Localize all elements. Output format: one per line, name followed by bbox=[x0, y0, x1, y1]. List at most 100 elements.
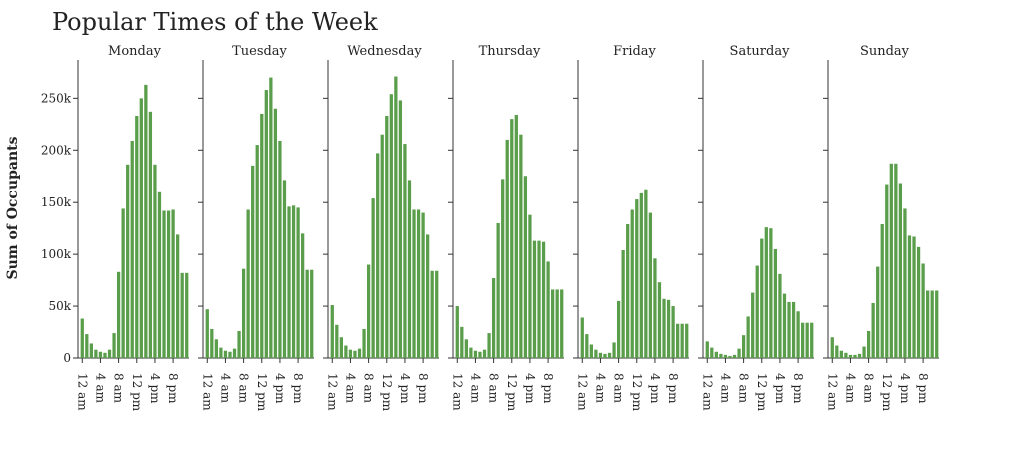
bar-saturday-h5 bbox=[728, 355, 732, 358]
bar-wednesday-h22 bbox=[430, 270, 434, 358]
bar-saturday-h13 bbox=[764, 227, 768, 358]
bar-sunday-h7 bbox=[862, 346, 866, 358]
bar-wednesday-h17 bbox=[407, 180, 412, 358]
panel-title-thursday: Thursday bbox=[479, 44, 541, 59]
bar-wednesday-h0 bbox=[330, 305, 334, 358]
x-tick-label: 12 am bbox=[825, 373, 839, 411]
bar-sunday-h19 bbox=[916, 246, 921, 358]
bar-friday-h6 bbox=[607, 352, 612, 358]
bar-thursday-h2 bbox=[464, 339, 468, 358]
bar-thursday-h8 bbox=[491, 278, 496, 358]
bar-saturday-h1 bbox=[710, 347, 714, 358]
bar-monday-h4 bbox=[98, 351, 103, 358]
x-tick-label: 8 am bbox=[612, 373, 626, 404]
bar-thursday-h19 bbox=[541, 241, 546, 358]
bar-saturday-h21 bbox=[801, 322, 805, 358]
bar-sunday-h11 bbox=[880, 224, 884, 358]
bar-thursday-h22 bbox=[555, 289, 559, 358]
bar-thursday-h21 bbox=[551, 289, 555, 358]
x-tick-label: 12 pm bbox=[880, 373, 894, 412]
bar-tuesday-h15 bbox=[273, 108, 278, 359]
bar-tuesday-h16 bbox=[278, 140, 282, 358]
bar-wednesday-h10 bbox=[376, 153, 380, 358]
bar-wednesday-h6 bbox=[357, 348, 362, 358]
bar-thursday-h13 bbox=[514, 114, 518, 358]
bar-tuesday-h22 bbox=[305, 269, 309, 358]
panel-tuesday: Tuesday 12 am 4 am 8 am 12 pm 4 pm 8 pm bbox=[198, 44, 314, 412]
y-tick-label: 150k bbox=[41, 195, 72, 209]
bar-wednesday-h21 bbox=[426, 234, 430, 358]
bar-wednesday-h14 bbox=[394, 76, 398, 358]
bar-tuesday-h14 bbox=[269, 77, 273, 358]
bar-friday-h10 bbox=[626, 224, 630, 358]
bar-friday-h13 bbox=[639, 192, 643, 358]
bar-friday-h23 bbox=[685, 323, 689, 358]
bar-sunday-h14 bbox=[894, 163, 898, 358]
x-tick-label: 4 am bbox=[218, 373, 232, 404]
panel-title-sunday: Sunday bbox=[860, 44, 910, 59]
bar-friday-h3 bbox=[594, 349, 598, 358]
x-tick-label: 4 am bbox=[343, 373, 357, 404]
bar-sunday-h16 bbox=[903, 208, 907, 358]
bar-monday-h15 bbox=[148, 111, 153, 358]
bar-tuesday-h11 bbox=[255, 145, 259, 358]
bar-thursday-h0 bbox=[455, 306, 459, 358]
bar-monday-h16 bbox=[153, 164, 157, 358]
bar-saturday-h3 bbox=[719, 353, 723, 358]
bar-wednesday-h5 bbox=[353, 350, 357, 358]
bar-sunday-h20 bbox=[921, 263, 925, 358]
bar-monday-h22 bbox=[180, 272, 184, 358]
bar-sunday-h17 bbox=[907, 235, 912, 358]
bar-saturday-h14 bbox=[769, 228, 773, 358]
bar-wednesday-h7 bbox=[362, 328, 366, 358]
bar-monday-h6 bbox=[107, 349, 112, 358]
bar-tuesday-h9 bbox=[246, 209, 250, 358]
x-tick-label: 4 am bbox=[93, 373, 107, 404]
bar-saturday-h6 bbox=[732, 354, 737, 358]
panel-thursday: Thursday 12 am 4 am 8 am 12 pm 4 pm 8 pm bbox=[448, 44, 564, 412]
bar-thursday-h5 bbox=[478, 351, 482, 358]
x-tick-label: 12 am bbox=[450, 373, 464, 411]
y-axis-label: Sum of Occupants bbox=[5, 136, 21, 279]
bar-monday-h9 bbox=[121, 208, 125, 358]
bar-thursday-h23 bbox=[560, 289, 564, 358]
bar-friday-h1 bbox=[585, 334, 589, 358]
bar-wednesday-h3 bbox=[344, 345, 348, 358]
bar-friday-h7 bbox=[612, 342, 616, 358]
x-tick-label: 4 pm bbox=[523, 373, 537, 404]
x-tick-label: 8 pm bbox=[416, 373, 430, 404]
bar-tuesday-h7 bbox=[237, 331, 241, 358]
bar-monday-h14 bbox=[144, 84, 148, 358]
y-tick-label: 0 bbox=[63, 351, 71, 365]
bar-monday-h7 bbox=[112, 333, 116, 358]
bar-thursday-h18 bbox=[537, 240, 541, 358]
bar-sunday-h15 bbox=[898, 183, 903, 358]
bar-wednesday-h20 bbox=[421, 212, 425, 358]
bar-wednesday-h1 bbox=[335, 324, 339, 358]
bar-monday-h12 bbox=[135, 116, 139, 358]
bar-tuesday-h18 bbox=[287, 206, 291, 358]
bar-sunday-h0 bbox=[830, 337, 834, 358]
bar-saturday-h9 bbox=[746, 316, 750, 358]
bar-thursday-h14 bbox=[519, 134, 523, 358]
bar-thursday-h7 bbox=[487, 333, 491, 358]
bar-thursday-h1 bbox=[460, 326, 464, 358]
bar-friday-h17 bbox=[657, 282, 662, 358]
bar-wednesday-h12 bbox=[385, 116, 389, 358]
x-tick-label: 4 pm bbox=[273, 373, 287, 404]
bar-tuesday-h4 bbox=[223, 350, 228, 358]
x-tick-label: 8 pm bbox=[916, 373, 930, 404]
bar-monday-h20 bbox=[171, 209, 175, 358]
x-tick-label: 4 pm bbox=[648, 373, 662, 404]
x-tick-label: 12 pm bbox=[380, 373, 394, 412]
bar-tuesday-h2 bbox=[214, 339, 218, 358]
bar-sunday-h21 bbox=[926, 290, 930, 358]
panels: Monday 0 50k 100k 150k 200k 250k 12 am 4 am 8 am 1… bbox=[41, 44, 939, 412]
bar-friday-h9 bbox=[621, 249, 625, 358]
bar-wednesday-h18 bbox=[412, 209, 416, 358]
bar-tuesday-h23 bbox=[310, 269, 314, 358]
panel-sunday: Sunday 12 am 4 am 8 am 12 pm 4 pm 8 pm bbox=[823, 44, 939, 412]
bar-monday-h17 bbox=[157, 191, 162, 358]
x-tick-label: 8 am bbox=[112, 373, 126, 404]
